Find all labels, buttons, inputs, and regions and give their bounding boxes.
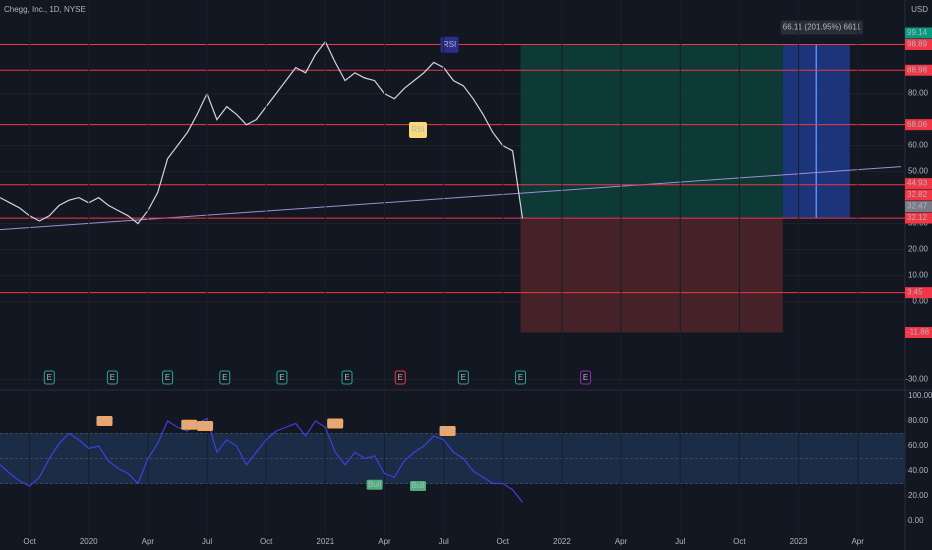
divergence-marker [327, 418, 344, 429]
measure-label-bg [780, 20, 863, 35]
price-tag [905, 178, 932, 190]
x-tick-label: Apr [615, 537, 628, 546]
earnings-label: E [398, 373, 403, 382]
divergence-label: Bear [439, 426, 456, 435]
earnings-label: E [518, 373, 523, 382]
price-tag-label: 32.82 [907, 190, 928, 199]
y-tick-label: 0.00 [912, 297, 928, 306]
divergence-label: Bull [368, 480, 382, 489]
x-tick-label: Apr [851, 537, 864, 546]
price-tag [905, 189, 932, 201]
y-tick-label: 100.00 [908, 391, 932, 400]
price-tag-label: 68.06 [907, 120, 928, 129]
x-tick-label: 2022 [553, 537, 571, 546]
x-tick-label: 2020 [80, 537, 98, 546]
measure-label: 66.11 (201.95%) 6611 [783, 23, 862, 32]
earnings-label: E [344, 373, 349, 382]
earnings-label: E [461, 373, 466, 382]
unit-label: USD [911, 5, 928, 14]
y-tick-label: -30.00 [905, 375, 928, 384]
trendline [0, 166, 902, 231]
y-tick-label: 20.00 [908, 245, 929, 254]
price-tag [905, 201, 932, 213]
price-tag-label: 44.93 [907, 179, 928, 188]
signal-marker [440, 36, 459, 53]
x-tick-label: 2023 [790, 537, 808, 546]
x-tick-label: Jul [439, 537, 449, 546]
price-tag [905, 64, 932, 76]
price-tag-label: 88.98 [907, 65, 928, 74]
y-tick-label: 80.00 [908, 89, 929, 98]
divergence-label: Bear [327, 419, 344, 428]
y-tick-label: 20.00 [908, 491, 929, 500]
price-tag [905, 119, 932, 131]
earnings-marker [394, 370, 406, 385]
earnings-marker [219, 370, 231, 385]
divergence-label: Bear [96, 416, 113, 425]
x-tick-label: Jul [202, 537, 212, 546]
x-tick-label: Oct [23, 537, 36, 546]
earnings-label: E [110, 373, 115, 382]
price-tag-label: 32.47 [907, 202, 928, 211]
earnings-label: E [165, 373, 170, 382]
divergence-marker [409, 481, 426, 491]
price-tag-label: 99.14 [907, 28, 928, 37]
price-tag-label: 98.89 [907, 40, 928, 49]
earnings-marker [580, 370, 592, 385]
y-tick-label: 80.00 [908, 416, 929, 425]
divergence-label: Bear [197, 421, 214, 430]
x-tick-label: Oct [733, 537, 746, 546]
x-tick-label: Oct [497, 537, 510, 546]
earnings-marker [276, 370, 288, 385]
earnings-marker [341, 370, 353, 385]
earnings-marker [515, 370, 527, 385]
earnings-marker [162, 370, 174, 385]
earnings-label: E [47, 373, 52, 382]
signal-label: RSI [411, 125, 424, 134]
price-tag-label: -11.88 [907, 328, 930, 337]
y-tick-label: 50.00 [908, 167, 929, 176]
y-tick-label: 60.00 [908, 441, 929, 450]
earnings-marker [43, 370, 55, 385]
earnings-marker [457, 370, 469, 385]
x-tick-label: Oct [260, 537, 273, 546]
divergence-marker [181, 419, 198, 430]
divergence-label: Bull [411, 481, 425, 490]
price-tag [905, 212, 932, 224]
price-tag-label: 3.45 [907, 288, 923, 297]
price-tag [905, 326, 932, 338]
chart-title: Chegg, Inc., 1D, NYSE [4, 5, 86, 14]
earnings-label: E [279, 373, 284, 382]
earnings-label: E [222, 373, 227, 382]
divergence-marker [96, 416, 113, 426]
price-tag [905, 38, 932, 50]
price-tag [905, 287, 932, 299]
x-tick-label: Apr [142, 537, 155, 546]
x-tick-label: Jul [675, 537, 685, 546]
divergence-marker [439, 426, 456, 436]
signal-label: RSI [443, 40, 456, 49]
y-tick-label: 0.00 [908, 516, 924, 525]
series-line [0, 417, 523, 503]
y-tick-label: 60.00 [908, 141, 929, 150]
series-line [0, 40, 524, 225]
y-tick-label: 40.00 [908, 466, 929, 475]
divergence-marker [197, 421, 214, 431]
x-tick-label: 2021 [316, 537, 334, 546]
signal-marker [408, 122, 427, 138]
price-tag [905, 27, 932, 39]
earnings-label: E [583, 373, 588, 382]
price-tag-label: 32.12 [907, 213, 928, 222]
stop-zone [520, 218, 783, 333]
x-tick-label: Apr [378, 537, 391, 546]
earnings-marker [106, 370, 118, 385]
divergence-marker [366, 479, 383, 490]
divergence-label: Bear [181, 420, 198, 429]
y-tick-label: 10.00 [908, 271, 929, 280]
